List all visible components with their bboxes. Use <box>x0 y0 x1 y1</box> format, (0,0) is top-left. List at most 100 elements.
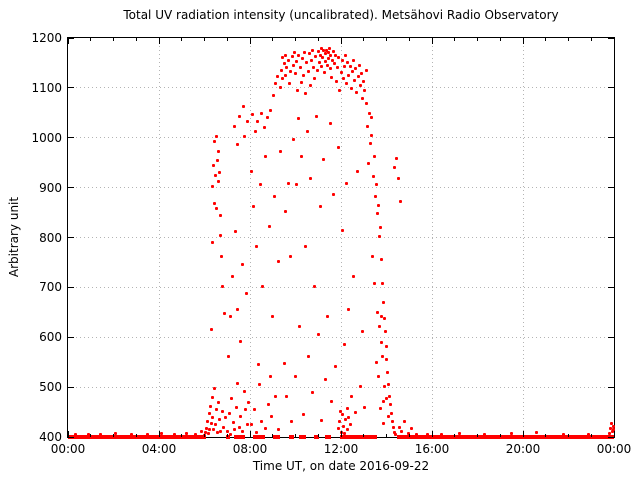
y-major-tick <box>608 386 614 388</box>
data-point <box>253 130 257 134</box>
data-point <box>363 88 367 92</box>
data-point <box>379 340 383 344</box>
data-point <box>222 425 226 429</box>
data-point <box>611 424 615 428</box>
data-point <box>271 93 275 97</box>
data-point <box>364 102 368 106</box>
data-point <box>344 182 348 186</box>
x-major-tick <box>340 38 342 44</box>
baseline-segment <box>234 434 246 439</box>
x-major-tick <box>158 431 160 437</box>
data-point <box>377 324 381 328</box>
data-point <box>319 418 323 422</box>
data-point <box>229 314 233 318</box>
data-point <box>347 307 351 311</box>
data-point <box>211 163 215 167</box>
data-point <box>315 68 319 72</box>
data-point <box>304 92 308 96</box>
data-point <box>270 314 274 318</box>
data-point <box>299 81 303 85</box>
data-point <box>290 419 294 423</box>
data-point <box>266 402 270 406</box>
x-minor-tick <box>317 38 319 41</box>
data-point <box>610 421 614 425</box>
data-point <box>184 432 188 435</box>
data-point <box>376 374 380 378</box>
data-point <box>276 259 280 263</box>
data-point <box>392 166 396 170</box>
y-major-tick <box>608 187 614 189</box>
y-tick-label: 800 <box>39 230 62 245</box>
data-point <box>214 207 218 211</box>
data-point <box>382 316 386 320</box>
x-minor-tick <box>590 434 592 437</box>
data-point <box>319 53 323 57</box>
data-point <box>327 57 331 61</box>
data-point <box>323 52 327 56</box>
data-point <box>391 425 395 429</box>
data-point <box>223 415 227 419</box>
data-point <box>311 48 315 52</box>
x-major-tick <box>431 38 433 44</box>
data-point <box>295 183 299 187</box>
data-point <box>358 83 362 87</box>
y-major-tick <box>608 436 614 438</box>
data-point <box>314 115 318 119</box>
data-point <box>268 374 272 378</box>
data-point <box>386 414 390 418</box>
data-point <box>347 73 351 77</box>
data-point <box>249 422 253 426</box>
data-point <box>337 56 341 60</box>
data-point <box>99 433 103 436</box>
gridline-vertical <box>340 38 342 437</box>
data-point <box>86 432 90 436</box>
data-point <box>236 381 240 385</box>
data-point <box>307 354 311 358</box>
data-point <box>381 300 385 304</box>
baseline-segment <box>325 434 331 439</box>
data-point <box>336 146 340 150</box>
data-point <box>288 254 292 258</box>
data-point <box>262 126 266 130</box>
data-point <box>388 394 392 398</box>
y-major-tick <box>68 237 74 238</box>
data-point <box>159 431 163 435</box>
data-point <box>366 162 370 166</box>
data-point <box>303 244 307 248</box>
data-point <box>298 324 302 328</box>
data-point <box>331 58 335 62</box>
data-point <box>240 263 244 267</box>
data-point <box>74 433 78 436</box>
data-point <box>439 433 443 436</box>
data-point <box>232 125 236 129</box>
data-point <box>338 419 342 423</box>
data-point <box>340 413 344 417</box>
data-point <box>308 83 312 87</box>
x-minor-tick <box>204 38 205 41</box>
x-minor-tick <box>386 38 387 41</box>
data-point <box>356 75 360 79</box>
data-point <box>326 314 330 318</box>
x-minor-tick <box>454 38 456 41</box>
data-point <box>233 230 237 233</box>
data-point <box>264 155 268 159</box>
data-point <box>235 143 239 147</box>
data-point <box>233 428 237 432</box>
data-point <box>371 175 375 179</box>
data-point <box>256 120 260 124</box>
data-point <box>114 432 118 435</box>
data-point <box>215 158 219 162</box>
x-minor-tick <box>408 38 410 41</box>
data-point <box>204 430 208 434</box>
data-point <box>273 195 277 199</box>
data-point <box>609 426 613 430</box>
data-point <box>296 88 300 92</box>
x-minor-tick <box>408 434 410 437</box>
x-minor-tick <box>386 434 387 437</box>
data-point <box>214 408 218 412</box>
x-minor-tick <box>90 38 92 41</box>
data-point <box>364 68 368 72</box>
data-point <box>212 428 216 432</box>
data-point <box>288 70 292 74</box>
